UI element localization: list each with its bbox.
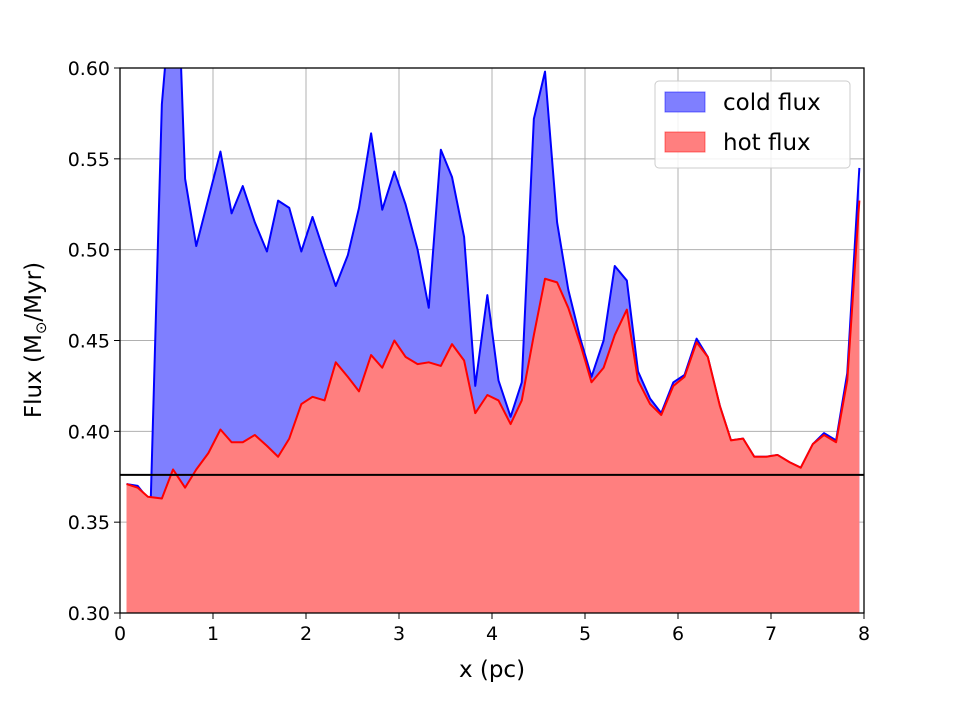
legend-swatch-hot-flux — [664, 131, 706, 153]
y-tick-label: 0.35 — [68, 512, 110, 534]
x-tick-label: 6 — [672, 623, 684, 645]
y-tick-label: 0.55 — [68, 149, 110, 171]
y-tick-label: 0.30 — [68, 603, 110, 625]
x-axis-ticks: 0 1 2 3 4 5 6 7 8 — [114, 613, 870, 645]
y-axis-label-tail: /Myr) — [21, 262, 47, 322]
x-tick-label: 5 — [579, 623, 591, 645]
x-axis-label: x (pc) — [459, 657, 525, 683]
y-tick-label: 0.50 — [68, 240, 110, 262]
x-tick-label: 0 — [114, 623, 126, 645]
x-tick-label: 1 — [207, 623, 219, 645]
series-line-hot-flux — [126, 200, 861, 500]
area-fill-hot-flux — [126, 200, 860, 613]
x-tick-label: 4 — [486, 623, 498, 645]
y-tick-label: 0.60 — [68, 58, 110, 80]
legend: cold flux hot flux — [654, 80, 851, 169]
y-tick-label: 0.45 — [68, 331, 110, 353]
y-axis-label-main: Flux (M — [21, 334, 47, 418]
x-tick-label: 7 — [765, 623, 777, 645]
y-axis-label: Flux (M⊙/Myr) — [21, 262, 50, 418]
area-layer — [126, 68, 861, 613]
y-axis-ticks: 0.30 0.35 0.40 0.45 0.50 0.55 0.60 — [68, 58, 120, 625]
y-axis-label-sub: ⊙ — [32, 322, 50, 335]
x-tick-label: 2 — [300, 623, 312, 645]
legend-label-cold-flux: cold flux — [723, 90, 821, 116]
x-tick-label: 3 — [393, 623, 405, 645]
legend-label-hot-flux: hot flux — [723, 130, 811, 156]
y-tick-label: 0.40 — [68, 421, 110, 443]
x-tick-label: 8 — [858, 623, 870, 645]
legend-swatch-cold-flux — [664, 91, 706, 113]
